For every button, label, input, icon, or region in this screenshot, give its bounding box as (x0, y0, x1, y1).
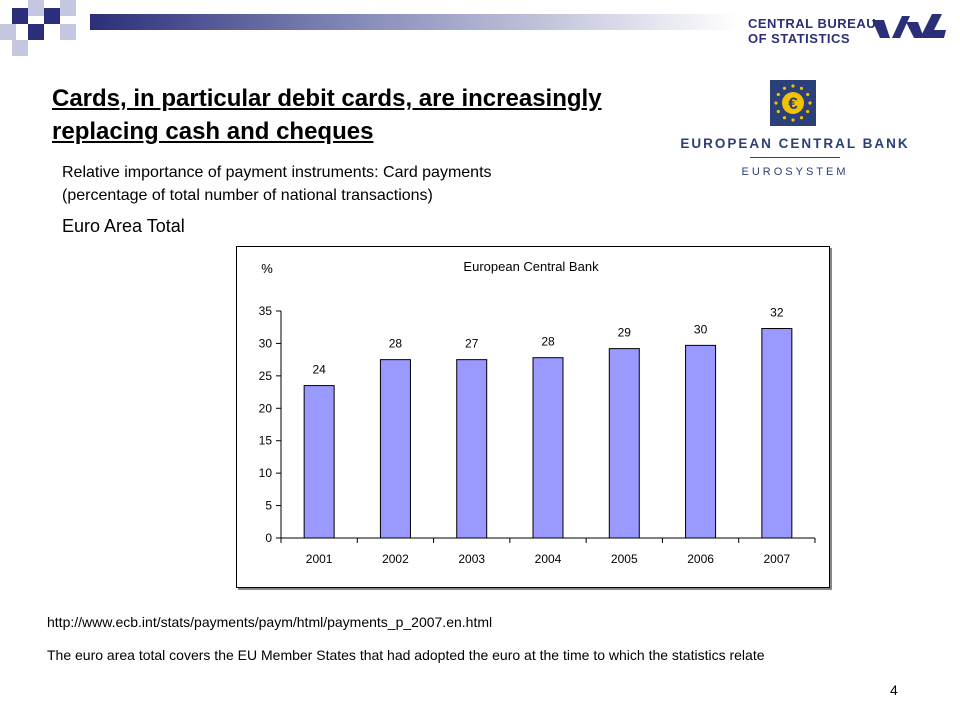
ecb-logo: € EUROPEAN CENTRAL BANK EUROSYSTEM (680, 80, 910, 185)
chart-title: European Central Bank (463, 259, 599, 274)
x-tick-label: 2007 (764, 552, 791, 566)
footnote: The euro area total covers the EU Member… (47, 647, 765, 663)
x-tick-label: 2004 (535, 552, 562, 566)
bar (761, 328, 793, 539)
corner-decoration (0, 0, 80, 60)
slide-title: Cards, in particular debit cards, are in… (52, 85, 602, 145)
source-link[interactable]: http://www.ecb.int/stats/payments/paym/h… (47, 614, 493, 630)
y-tick-label: 20 (259, 401, 273, 415)
chart-subtitle-line2: (percentage of total number of national … (62, 187, 433, 204)
y-axis-label: % (261, 261, 273, 276)
data-label: 30 (694, 322, 708, 336)
chart-container: European Central Bank % 0 5 10 15 20 25 30 35 24… (236, 246, 830, 588)
y-tick-label: 0 (265, 531, 272, 545)
cbs-logo-line1: CENTRAL BUREAU (748, 16, 877, 31)
data-label: 28 (541, 335, 555, 349)
ecb-logo-rule (750, 157, 840, 158)
y-tick-label: 10 (259, 466, 273, 480)
y-tick-label: 15 (259, 434, 273, 448)
bar (532, 357, 564, 539)
bar (685, 344, 717, 539)
ecb-logo-name: EUROPEAN CENTRAL BANK (680, 136, 910, 151)
ecb-logo-subname: EUROSYSTEM (741, 166, 849, 178)
bar (608, 348, 640, 539)
x-tick-label: 2006 (687, 552, 714, 566)
data-label: 24 (312, 363, 326, 377)
data-label: 29 (618, 326, 632, 340)
data-label: 32 (770, 306, 784, 320)
x-tick-label: 2005 (611, 552, 638, 566)
cbs-logo-line2: OF STATISTICS (748, 31, 851, 46)
y-tick-label: 35 (259, 304, 273, 318)
bar-chart: European Central Bank % 0 5 10 15 20 25 30 35 24… (259, 259, 816, 566)
bar (379, 359, 411, 539)
y-tick-label: 30 (259, 336, 273, 350)
ecb-euro-symbol: € (788, 94, 798, 113)
y-tick-label: 25 (259, 369, 273, 383)
x-tick-label: 2002 (382, 552, 409, 566)
bar (303, 385, 335, 539)
header-gradient-bar (90, 14, 740, 30)
ecb-euro-emblem-icon: € (770, 80, 816, 126)
region-label: Euro Area Total (62, 216, 185, 236)
bar (456, 359, 488, 539)
y-tick-label: 5 (265, 499, 272, 513)
page-number: 4 (890, 682, 898, 698)
data-label: 27 (465, 337, 479, 351)
chart-subtitle-line1: Relative importance of payment instrumen… (62, 164, 492, 181)
x-tick-label: 2001 (306, 552, 333, 566)
cbs-logo-mark-icon (872, 14, 946, 38)
cbs-logo: CENTRAL BUREAU OF STATISTICS (748, 10, 948, 46)
x-tick-label: 2003 (458, 552, 485, 566)
data-label: 28 (389, 337, 403, 351)
